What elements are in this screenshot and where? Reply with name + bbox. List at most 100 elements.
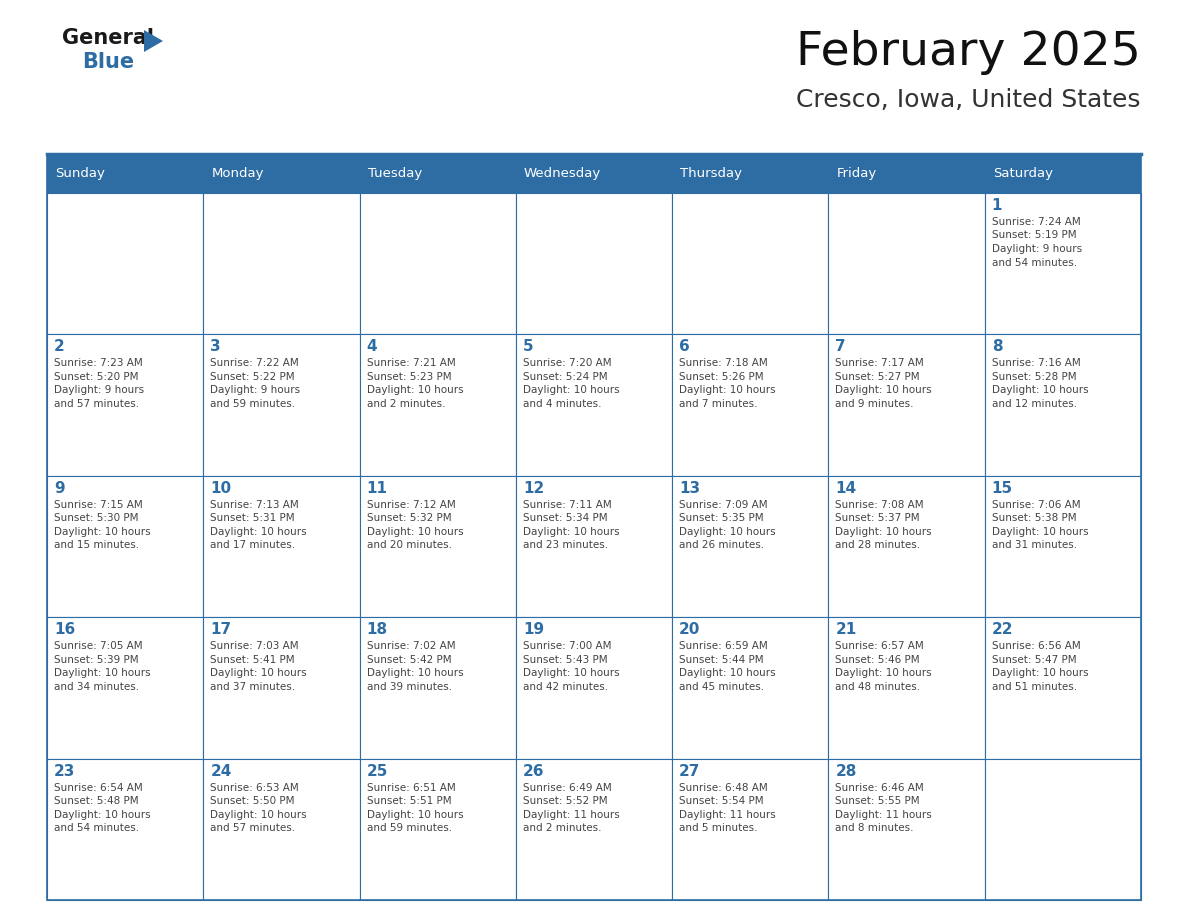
Text: Sunset: 5:55 PM: Sunset: 5:55 PM (835, 796, 920, 806)
Text: 14: 14 (835, 481, 857, 496)
Bar (203, 617, 360, 758)
Text: Sunrise: 7:03 AM: Sunrise: 7:03 AM (210, 641, 299, 651)
Bar (48, 193, 203, 334)
Text: and 12 minutes.: and 12 minutes. (992, 399, 1076, 409)
Text: Sunrise: 7:09 AM: Sunrise: 7:09 AM (680, 499, 767, 509)
Text: 23: 23 (53, 764, 75, 778)
Text: Daylight: 10 hours: Daylight: 10 hours (992, 668, 1088, 678)
Text: and 2 minutes.: and 2 minutes. (523, 823, 601, 834)
Text: Sunset: 5:28 PM: Sunset: 5:28 PM (992, 372, 1076, 382)
Text: 9: 9 (53, 481, 64, 496)
Text: Daylight: 10 hours: Daylight: 10 hours (210, 527, 307, 537)
Text: Sunrise: 7:15 AM: Sunrise: 7:15 AM (53, 499, 143, 509)
Text: and 42 minutes.: and 42 minutes. (523, 682, 608, 691)
Text: Sunrise: 7:02 AM: Sunrise: 7:02 AM (367, 641, 455, 651)
Text: Sunrise: 6:48 AM: Sunrise: 6:48 AM (680, 783, 767, 792)
Text: Sunset: 5:52 PM: Sunset: 5:52 PM (523, 796, 607, 806)
Text: and 51 minutes.: and 51 minutes. (992, 682, 1076, 691)
Text: Sunset: 5:48 PM: Sunset: 5:48 PM (53, 796, 139, 806)
Text: General: General (62, 28, 154, 48)
Text: Sunrise: 7:18 AM: Sunrise: 7:18 AM (680, 358, 767, 368)
Text: Sunrise: 7:23 AM: Sunrise: 7:23 AM (53, 358, 143, 368)
Bar (672, 476, 828, 617)
Text: Daylight: 10 hours: Daylight: 10 hours (367, 810, 463, 820)
Text: Daylight: 10 hours: Daylight: 10 hours (992, 386, 1088, 396)
Text: February 2025: February 2025 (796, 30, 1140, 75)
Bar (672, 617, 828, 758)
Text: Sunrise: 7:05 AM: Sunrise: 7:05 AM (53, 641, 143, 651)
Bar (203, 758, 360, 900)
Text: Sunset: 5:24 PM: Sunset: 5:24 PM (523, 372, 607, 382)
Text: and 28 minutes.: and 28 minutes. (835, 541, 921, 550)
Text: and 9 minutes.: and 9 minutes. (835, 399, 914, 409)
Polygon shape (144, 30, 163, 52)
Bar (828, 334, 985, 476)
Text: Sunday: Sunday (55, 167, 105, 181)
Text: Sunrise: 7:22 AM: Sunrise: 7:22 AM (210, 358, 299, 368)
Bar (828, 193, 985, 334)
Bar (203, 334, 360, 476)
Bar (360, 334, 516, 476)
Text: and 15 minutes.: and 15 minutes. (53, 541, 139, 550)
Text: and 54 minutes.: and 54 minutes. (53, 823, 139, 834)
Bar (828, 617, 985, 758)
Text: Sunrise: 6:53 AM: Sunrise: 6:53 AM (210, 783, 299, 792)
Text: Sunrise: 7:13 AM: Sunrise: 7:13 AM (210, 499, 299, 509)
Bar (516, 476, 672, 617)
Text: Sunrise: 7:06 AM: Sunrise: 7:06 AM (992, 499, 1080, 509)
Text: Daylight: 10 hours: Daylight: 10 hours (523, 386, 619, 396)
Text: Cresco, Iowa, United States: Cresco, Iowa, United States (796, 88, 1140, 112)
Text: 13: 13 (680, 481, 700, 496)
Text: Thursday: Thursday (681, 167, 742, 181)
Bar (516, 334, 672, 476)
Bar (985, 476, 1140, 617)
Text: Daylight: 10 hours: Daylight: 10 hours (835, 668, 933, 678)
Text: Daylight: 11 hours: Daylight: 11 hours (680, 810, 776, 820)
Text: and 31 minutes.: and 31 minutes. (992, 541, 1076, 550)
Text: and 7 minutes.: and 7 minutes. (680, 399, 758, 409)
Bar (48, 617, 203, 758)
Bar (828, 758, 985, 900)
Text: Sunrise: 6:49 AM: Sunrise: 6:49 AM (523, 783, 612, 792)
Bar (360, 476, 516, 617)
Text: Daylight: 10 hours: Daylight: 10 hours (835, 386, 933, 396)
Bar (48, 155, 1140, 193)
Text: Sunrise: 7:08 AM: Sunrise: 7:08 AM (835, 499, 924, 509)
Text: Sunrise: 7:20 AM: Sunrise: 7:20 AM (523, 358, 612, 368)
Text: Sunrise: 6:54 AM: Sunrise: 6:54 AM (53, 783, 143, 792)
Text: Daylight: 10 hours: Daylight: 10 hours (680, 527, 776, 537)
Text: 18: 18 (367, 622, 387, 637)
Text: 24: 24 (210, 764, 232, 778)
Text: 25: 25 (367, 764, 388, 778)
Text: Sunrise: 7:17 AM: Sunrise: 7:17 AM (835, 358, 924, 368)
Text: Daylight: 10 hours: Daylight: 10 hours (523, 527, 619, 537)
Text: and 4 minutes.: and 4 minutes. (523, 399, 601, 409)
Text: and 59 minutes.: and 59 minutes. (210, 399, 296, 409)
Bar (516, 617, 672, 758)
Text: Sunset: 5:19 PM: Sunset: 5:19 PM (992, 230, 1076, 241)
Text: 15: 15 (992, 481, 1013, 496)
Text: Daylight: 10 hours: Daylight: 10 hours (53, 527, 151, 537)
Text: Daylight: 10 hours: Daylight: 10 hours (367, 386, 463, 396)
Text: Daylight: 10 hours: Daylight: 10 hours (210, 668, 307, 678)
Text: Sunrise: 7:21 AM: Sunrise: 7:21 AM (367, 358, 455, 368)
Text: 21: 21 (835, 622, 857, 637)
Text: Sunrise: 7:16 AM: Sunrise: 7:16 AM (992, 358, 1080, 368)
Bar (672, 758, 828, 900)
Text: Sunset: 5:27 PM: Sunset: 5:27 PM (835, 372, 920, 382)
Text: Saturday: Saturday (993, 167, 1053, 181)
Text: Sunset: 5:38 PM: Sunset: 5:38 PM (992, 513, 1076, 523)
Bar (48, 155, 1140, 900)
Bar (516, 758, 672, 900)
Text: and 48 minutes.: and 48 minutes. (835, 682, 921, 691)
Text: and 26 minutes.: and 26 minutes. (680, 541, 764, 550)
Text: Daylight: 10 hours: Daylight: 10 hours (367, 527, 463, 537)
Text: Tuesday: Tuesday (367, 167, 422, 181)
Text: Sunrise: 6:59 AM: Sunrise: 6:59 AM (680, 641, 767, 651)
Text: and 8 minutes.: and 8 minutes. (835, 823, 914, 834)
Text: Sunrise: 6:46 AM: Sunrise: 6:46 AM (835, 783, 924, 792)
Text: and 34 minutes.: and 34 minutes. (53, 682, 139, 691)
Text: Blue: Blue (82, 52, 134, 72)
Bar (985, 334, 1140, 476)
Text: Sunset: 5:44 PM: Sunset: 5:44 PM (680, 655, 764, 665)
